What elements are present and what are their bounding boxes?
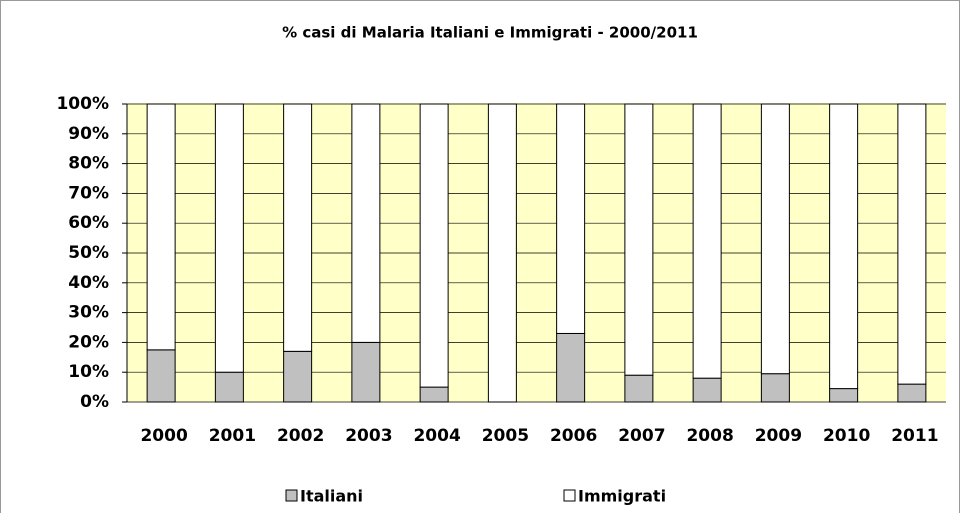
bar-segment [214, 371, 244, 403]
bar-segment [556, 103, 586, 334]
bar-segment [692, 377, 722, 403]
y-tick-label: 30% [68, 303, 109, 323]
x-tick-label: 2007 [618, 426, 665, 446]
x-tick-label: 2004 [413, 426, 460, 446]
x-tick-label: 2009 [755, 426, 802, 446]
bar-segment [829, 388, 859, 403]
bar-segment [351, 341, 381, 403]
bar-segment [351, 103, 381, 343]
y-tick-label: 90% [68, 124, 109, 144]
bar-segment [214, 103, 244, 373]
legend-label: Immigrati [578, 487, 666, 506]
legend-swatch [285, 489, 298, 502]
x-tick-label: 2000 [140, 426, 187, 446]
bar-segment [419, 386, 449, 403]
bar-segment [487, 103, 517, 403]
y-tick-label: 0% [80, 392, 109, 412]
bar-segment [760, 373, 790, 403]
x-tick-label: 2010 [823, 426, 870, 446]
x-tick-label: 2003 [345, 426, 392, 446]
legend-swatch [563, 489, 576, 502]
y-tick-label: 60% [68, 213, 109, 233]
x-tick-label: 2006 [550, 426, 597, 446]
bar-segment [829, 103, 859, 390]
y-tick-label: 10% [68, 362, 109, 382]
bar-segment [146, 349, 176, 403]
bar-segment [283, 350, 313, 403]
y-tick-label: 100% [56, 94, 109, 114]
bar-segment [624, 374, 654, 403]
y-tick-label: 80% [68, 154, 109, 174]
bar-segment [760, 103, 790, 375]
y-tick-label: 20% [68, 332, 109, 352]
x-tick-label: 2008 [686, 426, 733, 446]
y-tick-label: 50% [68, 243, 109, 263]
y-tick-label: 70% [68, 183, 109, 203]
bar-segment [419, 103, 449, 388]
x-tick-label: 2011 [891, 426, 938, 446]
y-tick-label: 40% [68, 273, 109, 293]
bar-segment [692, 103, 722, 379]
bar-segment [283, 103, 313, 352]
plot-area [127, 103, 946, 402]
x-tick-label: 2002 [277, 426, 324, 446]
bar-segment [146, 103, 176, 351]
legend-label: Italiani [300, 487, 363, 506]
x-tick-label: 2001 [209, 426, 256, 446]
chart-title: % casi di Malaria Italiani e Immigrati -… [282, 24, 698, 42]
x-tick-label: 2005 [482, 426, 529, 446]
bar-segment [897, 383, 927, 403]
bar-segment [897, 103, 927, 385]
bar-segment [624, 103, 654, 376]
bar-segment [556, 332, 586, 403]
